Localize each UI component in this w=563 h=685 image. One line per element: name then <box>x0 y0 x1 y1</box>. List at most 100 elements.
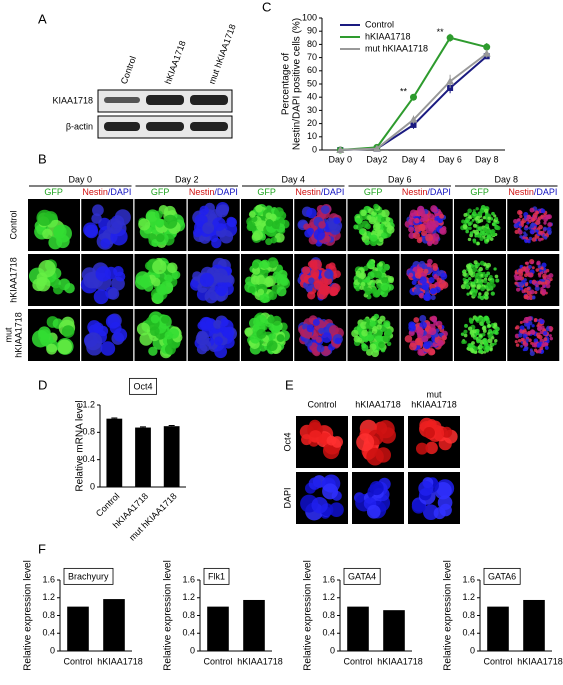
cell <box>53 224 67 239</box>
chart-title: Oct4 <box>133 381 152 391</box>
stain-label: Nestin/DAPI <box>82 187 131 197</box>
stain-label: Nestin/DAPI <box>295 187 344 197</box>
panel-label: E <box>285 377 294 392</box>
cell <box>493 267 497 271</box>
day-label: Day 4 <box>281 174 305 184</box>
stain-dapi: /DAPI <box>534 187 558 197</box>
cell <box>471 341 475 345</box>
cell <box>471 291 477 297</box>
cell <box>160 315 170 324</box>
cell <box>432 265 439 271</box>
cell <box>42 228 53 240</box>
cell <box>365 277 371 283</box>
cell <box>274 232 285 243</box>
cell <box>542 284 546 288</box>
cell <box>515 343 520 347</box>
cell <box>465 285 470 290</box>
cell <box>423 293 431 301</box>
cell <box>523 294 529 300</box>
cell <box>251 261 259 269</box>
y-tick-label: 0.4 <box>322 628 335 638</box>
cell <box>531 295 536 300</box>
cell <box>529 229 535 235</box>
cell <box>542 226 547 231</box>
y-tick-label: 40 <box>307 92 317 102</box>
cell <box>536 262 540 266</box>
panel-label: F <box>38 541 46 556</box>
cell <box>419 276 427 284</box>
cell <box>371 328 378 334</box>
cell <box>463 329 468 334</box>
cell <box>155 218 165 228</box>
cell <box>378 341 385 349</box>
cell <box>526 326 531 330</box>
cell <box>250 275 260 285</box>
cell <box>471 211 477 217</box>
cell <box>310 268 320 278</box>
cell <box>418 480 434 496</box>
bar <box>523 599 545 651</box>
cell <box>252 266 261 275</box>
cell <box>490 229 496 235</box>
cell <box>521 266 527 272</box>
x-tick-label: hKIAA1718 <box>237 656 283 666</box>
cell <box>377 318 383 324</box>
cell <box>378 237 384 243</box>
cell <box>538 274 542 278</box>
y-tick-label: 0 <box>90 481 95 491</box>
cell <box>464 323 468 328</box>
cell <box>520 344 523 348</box>
cell <box>461 219 466 224</box>
y-tick-label: 50 <box>307 78 317 88</box>
x-tick-label: hKIAA1718 <box>377 656 423 666</box>
stain-gfp: GFP <box>470 187 489 197</box>
cell <box>367 260 375 269</box>
cell <box>539 346 544 351</box>
row-label: Oct4 <box>282 432 292 451</box>
cell <box>107 288 120 300</box>
cell <box>473 229 480 235</box>
cell <box>167 262 178 274</box>
cell <box>541 290 547 295</box>
stain-label: GFP <box>257 187 276 197</box>
cell <box>138 218 151 231</box>
cell <box>212 217 226 231</box>
cell <box>276 286 287 297</box>
bar <box>106 418 123 487</box>
cell <box>513 223 517 228</box>
micrograph <box>454 199 506 251</box>
cell <box>531 343 536 348</box>
cell <box>548 334 552 338</box>
title-box <box>63 567 114 585</box>
cell <box>544 214 550 220</box>
cell <box>472 223 477 228</box>
cell <box>417 267 424 274</box>
stain-label: Nestin/DAPI <box>189 187 238 197</box>
cell <box>478 279 482 283</box>
legend-label: hKIAA1718 <box>365 31 411 41</box>
cell <box>414 272 422 279</box>
cell <box>492 221 497 227</box>
cell <box>308 277 315 284</box>
cell <box>478 292 482 296</box>
x-tick-label: Control <box>63 656 92 666</box>
cell <box>428 277 435 284</box>
cell <box>271 220 280 230</box>
cell <box>542 331 548 336</box>
cell <box>422 341 431 350</box>
lane-label: mut hKIAA1718 <box>207 23 238 86</box>
cell <box>549 277 553 281</box>
cell <box>61 325 75 338</box>
cell <box>472 240 477 244</box>
title-box <box>203 567 230 585</box>
cell <box>423 268 429 274</box>
cell <box>532 212 538 218</box>
cell <box>359 285 364 291</box>
cell <box>470 288 476 293</box>
stain-gfp: GFP <box>151 187 170 197</box>
cell <box>266 340 278 352</box>
cell <box>529 350 535 356</box>
day-label: Day 8 <box>494 174 518 184</box>
cell <box>423 427 435 439</box>
cell <box>199 339 212 352</box>
